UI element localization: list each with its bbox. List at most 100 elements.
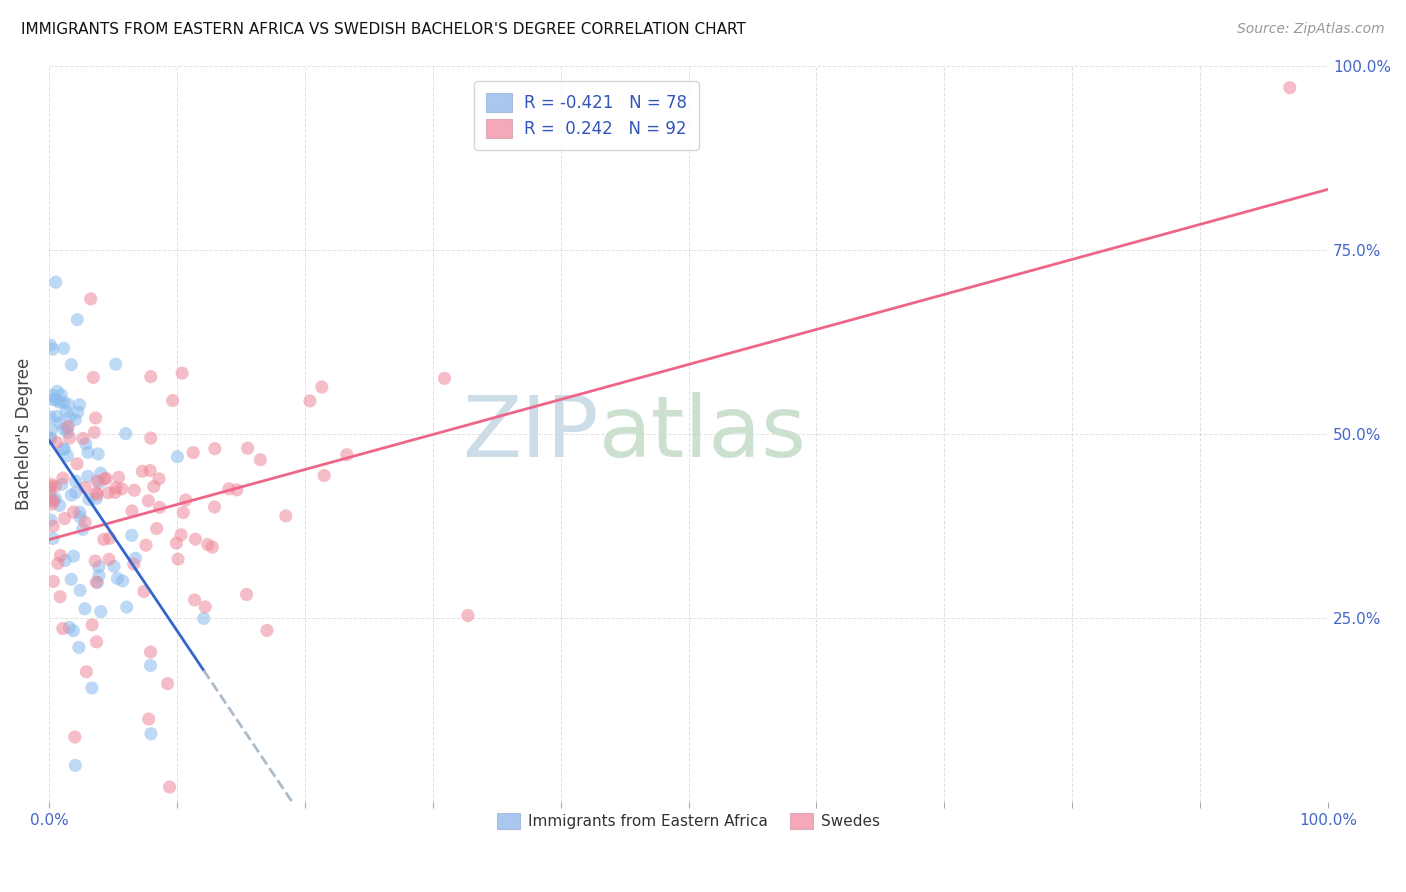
Point <box>135 538 157 552</box>
Point <box>60 358 83 372</box>
Point <box>172 366 194 380</box>
Point <box>114 426 136 441</box>
Point <box>218 482 240 496</box>
Point <box>42 392 65 407</box>
Point <box>90 605 112 619</box>
Point <box>60 572 83 586</box>
Point <box>274 508 297 523</box>
Point <box>256 624 278 638</box>
Point <box>204 500 226 514</box>
Point <box>65 758 87 772</box>
Point <box>58 419 80 434</box>
Point <box>115 600 138 615</box>
Point <box>104 481 127 495</box>
Point <box>72 522 94 536</box>
Point <box>148 472 170 486</box>
Point <box>167 552 190 566</box>
Point <box>138 712 160 726</box>
Point <box>39 513 62 527</box>
Point <box>55 404 77 418</box>
Point <box>107 571 129 585</box>
Point <box>87 559 110 574</box>
Point <box>225 483 247 497</box>
Point <box>132 584 155 599</box>
Point <box>62 505 84 519</box>
Point <box>84 554 107 568</box>
Point <box>311 380 333 394</box>
Point <box>39 432 62 446</box>
Point <box>83 425 105 440</box>
Point <box>124 551 146 566</box>
Point <box>65 474 87 488</box>
Point <box>53 442 76 457</box>
Point <box>46 384 69 399</box>
Point <box>93 472 115 486</box>
Point <box>87 568 110 582</box>
Point <box>86 575 108 590</box>
Point <box>142 479 165 493</box>
Point <box>41 477 63 491</box>
Point <box>121 504 143 518</box>
Point <box>172 506 194 520</box>
Point <box>80 681 103 695</box>
Text: atlas: atlas <box>599 392 807 475</box>
Point <box>183 593 205 607</box>
Point <box>122 557 145 571</box>
Point <box>82 370 104 384</box>
Point <box>139 658 162 673</box>
Point <box>41 422 63 436</box>
Point <box>73 602 96 616</box>
Point <box>103 559 125 574</box>
Point <box>44 479 66 493</box>
Point <box>39 431 62 445</box>
Point <box>67 640 90 655</box>
Point <box>139 463 162 477</box>
Point <box>236 441 259 455</box>
Point <box>111 482 134 496</box>
Point <box>181 445 204 459</box>
Point <box>170 528 193 542</box>
Text: Source: ZipAtlas.com: Source: ZipAtlas.com <box>1237 22 1385 37</box>
Point <box>66 312 89 326</box>
Point <box>84 486 107 500</box>
Point <box>65 412 87 426</box>
Point <box>69 510 91 524</box>
Point <box>73 481 96 495</box>
Point <box>48 395 70 409</box>
Point <box>197 537 219 551</box>
Point <box>41 497 63 511</box>
Point <box>139 369 162 384</box>
Point <box>298 393 321 408</box>
Point <box>124 483 146 498</box>
Point <box>86 491 108 506</box>
Text: IMMIGRANTS FROM EASTERN AFRICA VS SWEDISH BACHELOR'S DEGREE CORRELATION CHART: IMMIGRANTS FROM EASTERN AFRICA VS SWEDIS… <box>21 22 747 37</box>
Point <box>65 485 87 500</box>
Point <box>51 477 73 491</box>
Point <box>56 397 79 411</box>
Point <box>49 388 72 402</box>
Point <box>121 528 143 542</box>
Point <box>149 500 172 515</box>
Point <box>111 574 134 588</box>
Point <box>75 436 97 450</box>
Point <box>66 457 89 471</box>
Point <box>49 590 72 604</box>
Point <box>77 492 100 507</box>
Point <box>139 727 162 741</box>
Point <box>62 624 84 638</box>
Point <box>39 491 62 505</box>
Text: ZIP: ZIP <box>463 392 599 475</box>
Point <box>63 730 86 744</box>
Point <box>49 549 72 563</box>
Point <box>52 442 75 456</box>
Point <box>89 475 111 490</box>
Point <box>39 483 62 498</box>
Point <box>159 780 181 794</box>
Point <box>249 452 271 467</box>
Point <box>98 552 121 566</box>
Point <box>42 574 65 589</box>
Point <box>86 487 108 501</box>
Point <box>201 540 224 554</box>
Point <box>131 464 153 478</box>
Point <box>87 447 110 461</box>
